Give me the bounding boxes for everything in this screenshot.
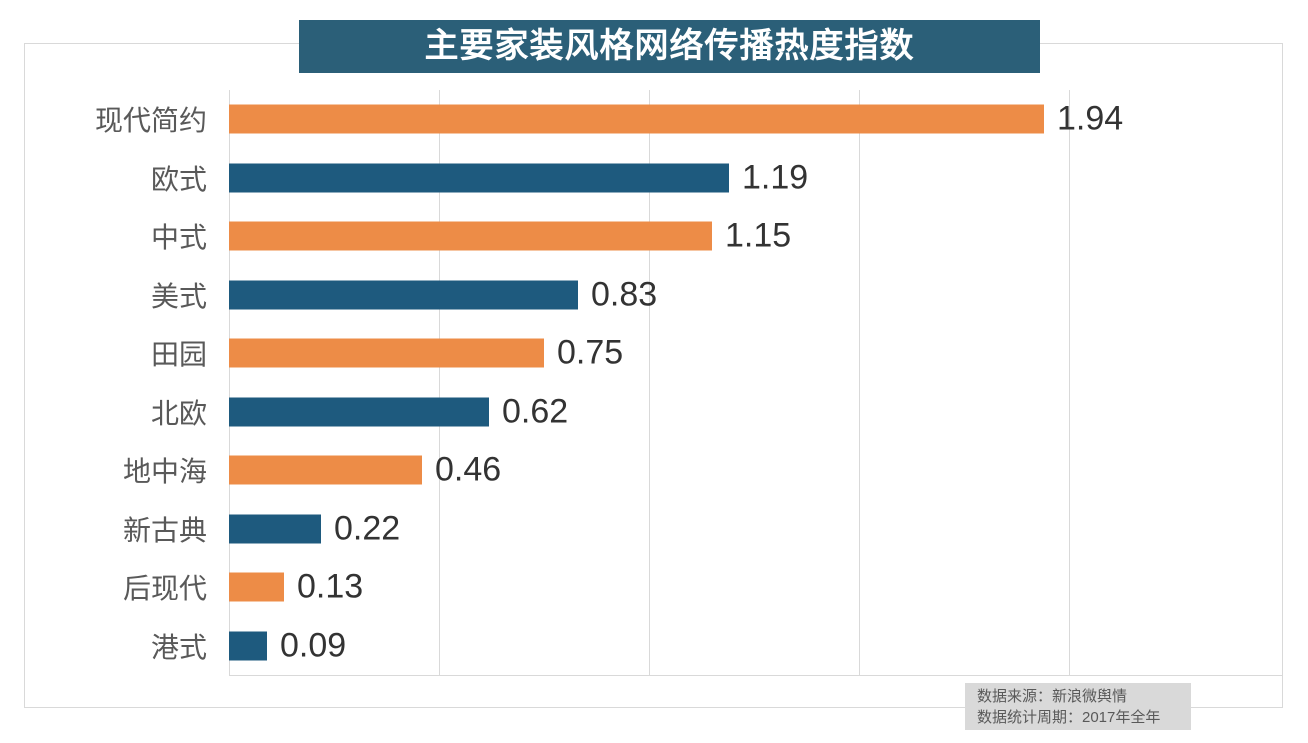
bar: [229, 514, 321, 544]
value-label: 0.09: [280, 626, 347, 665]
bar-row: 新古典 0.22: [123, 500, 1283, 559]
value-label: 0.13: [297, 567, 364, 606]
gridline: [439, 90, 440, 675]
bar: [229, 455, 422, 485]
value-label: 0.62: [502, 392, 569, 431]
category-label: 欧式: [150, 163, 207, 195]
value-label: 1.19: [742, 158, 809, 197]
category-label: 现代简约: [94, 105, 207, 137]
category-label: 新古典: [122, 514, 207, 546]
bar-row: 北欧 0.62: [151, 383, 1283, 442]
value-label: 0.75: [557, 333, 624, 372]
bar: [229, 338, 544, 368]
bar-row: 港式 0.09: [151, 617, 1283, 676]
category-label: 中式: [150, 222, 207, 254]
value-label: 1.15: [725, 216, 792, 255]
chart-title: 主要家装风格网络传播热度指数: [299, 20, 1040, 73]
category-label: 北欧: [150, 397, 207, 429]
bar: [229, 280, 578, 310]
bar: [229, 572, 284, 602]
data-source-box: 数据来源：新浪微舆情 数据统计周期：2017年全年: [965, 683, 1191, 730]
plot-area: 现代简约 1.94 欧式 1.19 中式 1.15 美式 0.83 田园 0.75 北欧 0.62 地中…: [95, 90, 1283, 676]
x-axis-line: [229, 675, 1283, 676]
bar: [229, 397, 489, 427]
category-label: 田园: [150, 339, 207, 371]
bar: [229, 104, 1044, 134]
gridline: [649, 90, 650, 675]
value-label: 1.94: [1057, 99, 1124, 138]
category-label: 后现代: [122, 573, 207, 605]
data-source-text: 数据来源：新浪微舆情: [977, 688, 1128, 705]
category-label: 港式: [150, 631, 207, 663]
value-label: 0.46: [435, 450, 502, 489]
gridline: [229, 90, 230, 675]
bar: [229, 221, 712, 251]
value-label: 0.22: [334, 509, 401, 548]
bar-row: 地中海 0.46: [123, 441, 1283, 500]
bar-row: 欧式 1.19: [151, 149, 1283, 208]
gridline: [859, 90, 860, 675]
category-label: 地中海: [122, 456, 207, 488]
bar: [229, 631, 267, 661]
bar-row: 后现代 0.13: [123, 558, 1283, 617]
bar-row: 现代简约 1.94: [95, 90, 1283, 149]
value-label: 0.83: [591, 275, 658, 314]
bar-row: 田园 0.75: [151, 324, 1283, 383]
bar-row: 美式 0.83: [151, 266, 1283, 325]
bar: [229, 163, 729, 193]
bar-row: 中式 1.15: [151, 207, 1283, 266]
data-period-text: 数据统计周期：2017年全年: [977, 709, 1161, 726]
gridline: [1069, 90, 1070, 675]
category-label: 美式: [150, 280, 207, 312]
